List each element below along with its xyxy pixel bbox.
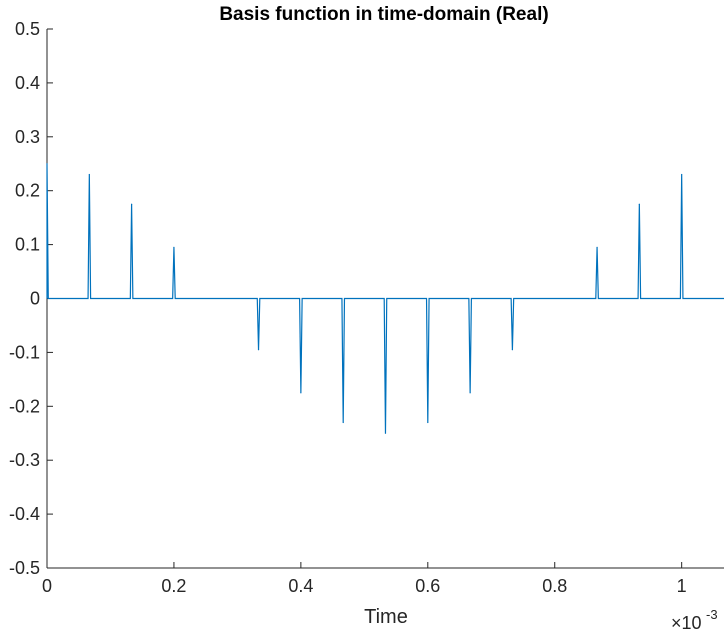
data-point [46, 163, 48, 165]
chart-title: Basis function in time-domain (Real) [219, 4, 548, 25]
y-tick-label: -0.4 [9, 504, 40, 524]
y-tick-label: 0.3 [15, 127, 40, 147]
data-point [88, 173, 90, 176]
x-tick-label: 0.8 [542, 576, 567, 596]
x-tick-label: 0.4 [288, 576, 313, 596]
data-point [131, 203, 133, 205]
x-tick-label: 0.2 [161, 576, 186, 596]
x-tick-label: 0.6 [415, 576, 440, 596]
x-axis-label: Time [364, 606, 408, 628]
y-tick-label: 0.5 [15, 19, 40, 39]
y-tick-label: -0.1 [9, 342, 40, 362]
data-point [511, 349, 514, 351]
x-exponent-base: ×10 [671, 613, 702, 631]
x-tick-label: 1 [677, 576, 687, 596]
data-point [300, 392, 302, 394]
y-tick-label: -0.2 [9, 396, 40, 416]
data-point [638, 203, 640, 205]
data-point [681, 173, 683, 176]
x-exponent-power: -3 [706, 607, 718, 622]
x-tick-label: 0 [42, 576, 52, 596]
data-point [427, 421, 429, 424]
y-tick-label: 0.2 [15, 181, 40, 201]
data-point [596, 246, 598, 248]
y-tick-label: 0.4 [15, 73, 40, 93]
data-point [342, 421, 344, 424]
data-point [384, 432, 387, 434]
data-point [173, 246, 175, 248]
plot-area: 0 0.2 0.4 0.6 0.8 1 -0.5 -0.4 -0.3 -0.2 -0.1 0 0.1 0.… [9, 19, 724, 596]
y-tick-label: -0.5 [9, 558, 40, 578]
data-point [469, 392, 471, 394]
y-tick-label: 0.1 [15, 235, 40, 255]
y-tick-label: -0.3 [9, 450, 40, 470]
data-point [257, 349, 260, 351]
y-tick-label: 0 [30, 289, 40, 309]
